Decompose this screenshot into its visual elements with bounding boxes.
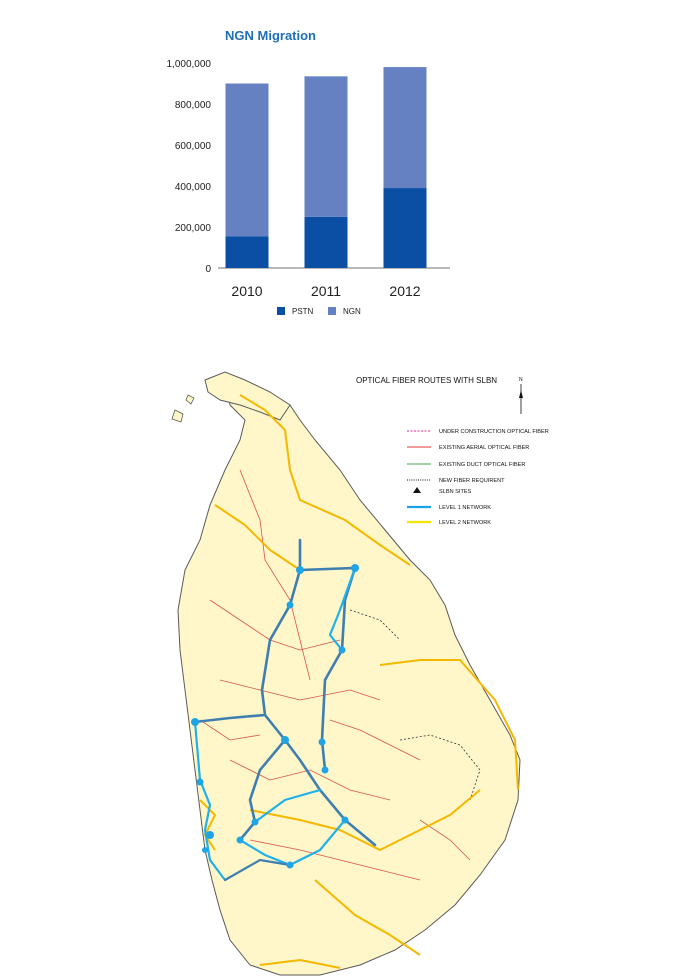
bar-ngn-2011 [304, 76, 348, 217]
jaffna-peninsula [204, 371, 291, 421]
map-legend-label: LEVEL 1 NETWORK [439, 505, 491, 511]
bar-pstn-2010 [225, 236, 269, 268]
legend-swatch-pstn [277, 307, 285, 315]
level-2-network [199, 394, 519, 969]
map-title: OPTICAL FIBER ROUTES WITH SLBN [356, 376, 497, 385]
y-tick-label: 1,000,000 [167, 59, 212, 70]
map-legend-label: UNDER CONSTRUCTION OPTICAL FIBER [439, 429, 549, 435]
legend-label-pstn: PSTN [292, 307, 314, 316]
y-tick-label: 0 [205, 264, 211, 275]
map-legend-label: LEVEL 2 NETWORK [439, 520, 491, 526]
map-legend-label: SLBN SITES [439, 489, 472, 495]
x-tick-label: 2011 [311, 283, 341, 299]
legend-swatch-ngn [328, 307, 336, 315]
north-arrow-icon: N [519, 377, 523, 414]
x-tick-label: 2010 [231, 283, 262, 299]
y-tick-label: 400,000 [175, 182, 212, 193]
bar-ngn-2012 [383, 67, 427, 189]
svg-text:N: N [519, 377, 523, 383]
slbn-nodes [191, 564, 359, 869]
legend-label-ngn: NGN [343, 307, 361, 316]
map-legend-label: EXISTING AERIAL OPTICAL FIBER [439, 445, 529, 451]
y-tick-label: 600,000 [175, 141, 212, 152]
new-fiber-routes [349, 609, 481, 801]
y-tick-label: 800,000 [175, 100, 212, 111]
x-tick-label: 2012 [389, 283, 420, 299]
bar-ngn-2010 [225, 83, 269, 237]
chart-title: NGN Migration [225, 28, 316, 43]
small-islands [171, 394, 195, 423]
ngn-migration-chart: 0 200,000 400,000 600,000 800,000 1,000,000 20… [167, 59, 450, 316]
map-legend-label: EXISTING DUCT OPTICAL FIBER [439, 462, 525, 468]
bar-pstn-2011 [304, 216, 348, 268]
bar-pstn-2012 [383, 188, 427, 268]
y-tick-label: 200,000 [175, 223, 212, 234]
map-legend-label: NEW FIBER REQUIRENT [439, 478, 505, 484]
legend-triangle-icon [413, 487, 421, 493]
map-legend: UNDER CONSTRUCTION OPTICAL FIBER EXISTING… [407, 429, 549, 526]
